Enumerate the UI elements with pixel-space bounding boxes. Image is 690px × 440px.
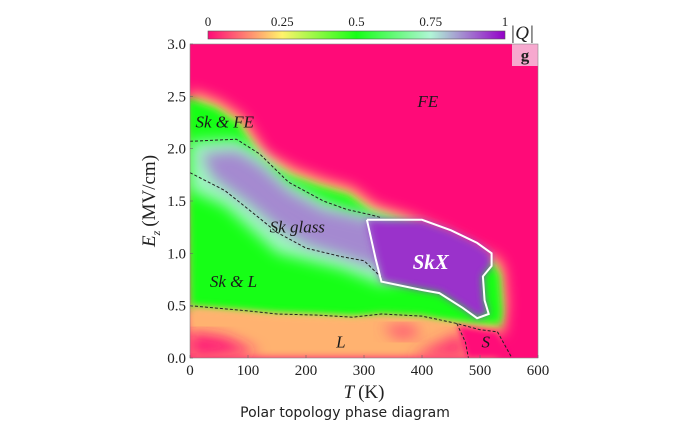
boundary-skx bbox=[365, 218, 493, 320]
x-tick-label: 400 bbox=[411, 363, 434, 379]
region-label: Sk & L bbox=[210, 272, 257, 291]
y-axis-unit: (MV/cm) bbox=[139, 155, 160, 227]
y-tick-label: 2.5 bbox=[167, 89, 186, 105]
region-label: SkX bbox=[413, 250, 450, 274]
x-tick-label: 600 bbox=[527, 363, 550, 379]
x-tick-label: 300 bbox=[353, 363, 376, 379]
region-label: Sk glass bbox=[270, 217, 326, 236]
colorbar-label: |Q| bbox=[510, 23, 534, 44]
boundary-s-right bbox=[496, 331, 513, 358]
x-axis-unit: (K) bbox=[358, 382, 384, 403]
y-tick-label: 0.5 bbox=[167, 299, 186, 315]
x-tick-label: 0 bbox=[186, 363, 194, 379]
x-tick-label: 200 bbox=[295, 363, 318, 379]
region-labels: FE Sk & FE Sk glass SkX Sk & L L S bbox=[196, 92, 491, 352]
x-tick-label: 500 bbox=[469, 363, 492, 379]
region-skx bbox=[366, 219, 492, 319]
phase-boundaries bbox=[190, 138, 513, 358]
y-tick-label: 3.0 bbox=[167, 37, 186, 53]
boundary-sk-glass bbox=[190, 172, 382, 278]
colorbar-tick-label: 0 bbox=[205, 14, 212, 29]
region-label: FE bbox=[416, 92, 438, 111]
x-axis: 0 100 200 300 400 500 600 bbox=[186, 355, 549, 379]
x-tick-label: 100 bbox=[237, 363, 260, 379]
y-tick-label: 2.0 bbox=[167, 142, 186, 158]
heatmap-regions bbox=[190, 91, 512, 358]
x-axis-label: T (K) bbox=[344, 382, 385, 403]
boundary-sk-fe bbox=[190, 138, 382, 219]
panel-label: g bbox=[521, 46, 530, 65]
boundary-l bbox=[190, 305, 498, 333]
colorbar-ticks: 0 0.25 0.5 0.75 1 bbox=[205, 14, 509, 29]
region-label: Sk & FE bbox=[196, 113, 255, 132]
region-label: S bbox=[482, 333, 491, 352]
colorbar-tick-label: 0.25 bbox=[271, 14, 294, 29]
y-axis-sub: z bbox=[149, 230, 163, 236]
region-l-pink bbox=[190, 331, 260, 358]
colorbar-tick-label: 1 bbox=[502, 14, 509, 29]
region-l bbox=[190, 305, 498, 358]
boundary-s-left bbox=[456, 323, 469, 358]
x-axis-var: T bbox=[344, 382, 356, 403]
y-tick-label: 1.0 bbox=[167, 246, 186, 262]
region-sk-glass bbox=[201, 150, 382, 269]
colorbar-gradient bbox=[207, 30, 506, 40]
panel-label-box bbox=[512, 44, 538, 66]
figure-caption: Polar topology phase diagram bbox=[240, 405, 450, 421]
region-l-pink-right bbox=[410, 331, 469, 358]
colorbar-tick-label: 0.75 bbox=[419, 14, 442, 29]
region-l-pink-spot bbox=[381, 324, 422, 340]
y-axis-label: Ez (MV/cm) bbox=[139, 155, 163, 248]
y-axis: 0.0 0.5 1.0 1.5 2.0 2.5 3.0 bbox=[167, 37, 193, 367]
y-tick-label: 1.5 bbox=[167, 194, 186, 210]
region-label: L bbox=[335, 333, 345, 352]
y-axis-var: E bbox=[139, 235, 160, 248]
colorbar: 0 0.25 0.5 0.75 1 |Q| bbox=[205, 14, 534, 44]
y-tick-label: 0.0 bbox=[167, 351, 186, 367]
colorbar-tick-label: 0.5 bbox=[348, 14, 364, 29]
heatmap: FE Sk & FE Sk glass SkX Sk & L L S bbox=[190, 44, 538, 358]
